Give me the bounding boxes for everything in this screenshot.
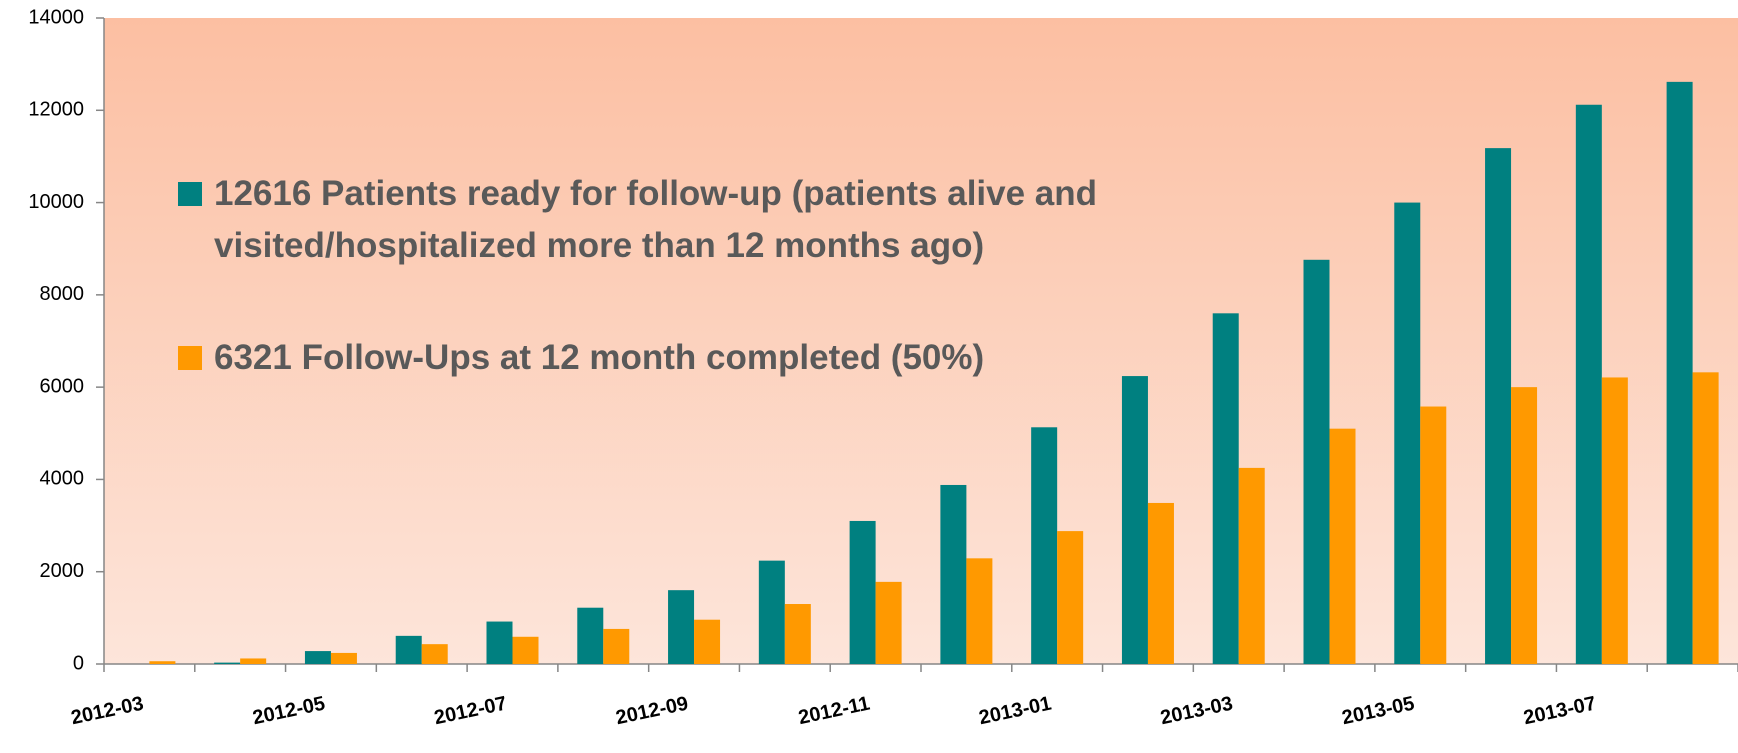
bar	[1394, 202, 1421, 665]
legend-swatch	[178, 182, 202, 206]
bar	[512, 636, 539, 664]
bar	[1420, 406, 1447, 664]
bar	[966, 558, 993, 664]
bar	[875, 581, 902, 664]
bar	[395, 635, 422, 664]
y-tick-label: 6000	[40, 375, 85, 397]
bar	[603, 628, 630, 664]
x-tick-label: 2013-05	[1340, 693, 1416, 730]
bar	[421, 644, 448, 664]
bar	[784, 604, 811, 664]
legend-item: 12616 Patients ready for follow-up (pati…	[178, 168, 1178, 272]
y-tick-label: 2000	[40, 560, 85, 582]
bar	[1212, 313, 1239, 664]
y-tick-label: 8000	[40, 283, 85, 305]
bar	[668, 590, 695, 664]
y-tick-label: 14000	[28, 6, 84, 28]
bar	[214, 662, 241, 664]
bar	[849, 520, 876, 664]
bar	[1485, 148, 1512, 664]
bar	[149, 661, 176, 664]
legend: 12616 Patients ready for follow-up (pati…	[178, 168, 1178, 444]
bar	[1057, 531, 1084, 664]
bar	[240, 658, 267, 664]
legend-label: 6321 Follow-Ups at 12 month completed (5…	[214, 338, 985, 377]
bar	[304, 651, 331, 664]
legend-swatch	[178, 346, 202, 370]
bar	[1147, 502, 1174, 664]
bar	[1031, 427, 1058, 664]
y-tick-label: 10000	[28, 191, 84, 213]
bar	[1692, 372, 1719, 664]
plot-area	[104, 18, 1738, 664]
legend-label: 12616 Patients ready for follow-up (pati…	[214, 174, 1098, 265]
bar	[1666, 81, 1693, 665]
bar	[694, 619, 721, 664]
bar	[758, 560, 785, 664]
x-tick-label: 2012-07	[432, 693, 508, 730]
bar	[486, 621, 513, 664]
y-tick-label: 4000	[40, 468, 85, 490]
bar	[330, 652, 357, 664]
bar	[1121, 376, 1148, 664]
x-tick-label: 2013-01	[977, 693, 1053, 730]
x-tick-label: 2013-03	[1158, 693, 1234, 730]
x-tick-label: 2012-09	[614, 693, 690, 730]
x-tick-label: 2012-11	[796, 693, 871, 730]
bar	[1303, 259, 1330, 664]
bar	[1329, 428, 1356, 664]
bar	[1601, 377, 1628, 664]
x-tick-label: 2013-07	[1522, 693, 1598, 730]
y-tick-label: 12000	[28, 99, 84, 121]
bar	[940, 484, 967, 664]
bar	[1575, 104, 1602, 664]
legend-item: 6321 Follow-Ups at 12 month completed (5…	[178, 332, 1178, 384]
bar	[1238, 467, 1265, 664]
x-tick-label: 2012-05	[251, 693, 327, 730]
x-tick-label: 2012-03	[69, 693, 145, 730]
bar	[1511, 387, 1538, 664]
bar	[577, 607, 604, 664]
y-tick-label: 0	[73, 652, 84, 674]
